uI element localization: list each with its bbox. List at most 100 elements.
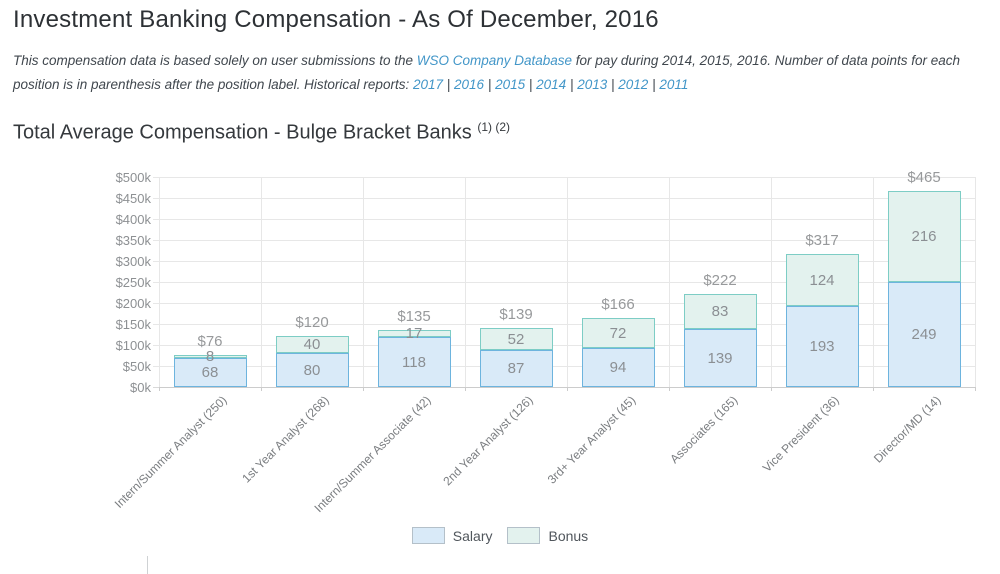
salary-value-label: 118 bbox=[402, 353, 426, 371]
legend-item-salary[interactable]: Salary bbox=[411, 527, 492, 544]
salary-bar-segment[interactable]: 118 bbox=[377, 337, 451, 387]
y-axis-tick-label: $50k bbox=[122, 359, 151, 374]
x-tick-mark bbox=[261, 387, 262, 391]
x-tick-mark bbox=[873, 387, 874, 391]
year-separator: | bbox=[648, 77, 660, 92]
report-year-link-2015[interactable]: 2015 bbox=[495, 77, 526, 92]
wso-company-database-link[interactable]: WSO Company Database bbox=[416, 53, 573, 68]
chart-plot-area: $500k $450k $400k $350k $300k $250k $200k $150k… bbox=[116, 169, 976, 395]
intro-before-link: This compensation data is based solely o… bbox=[13, 53, 417, 68]
intro-text: This compensation data is based solely o… bbox=[13, 49, 975, 97]
bonus-bar-segment[interactable]: 72 bbox=[581, 318, 655, 348]
x-gridline bbox=[975, 177, 976, 387]
salary-bar-segment[interactable]: 139 bbox=[683, 329, 757, 387]
total-compensation-label: $139 bbox=[499, 306, 533, 323]
report-year-link-2011[interactable]: 2011 bbox=[659, 77, 689, 92]
page-title: Investment Banking Compensation - As Of … bbox=[13, 6, 659, 33]
salary-bar-segment[interactable]: 68 bbox=[173, 358, 247, 387]
total-compensation-label: $166 bbox=[601, 296, 635, 313]
bonus-bar-segment[interactable]: 216 bbox=[887, 191, 961, 282]
salary-bar-segment[interactable]: 94 bbox=[581, 348, 655, 387]
total-compensation-label: $120 bbox=[295, 314, 329, 331]
salary-value-label: 80 bbox=[303, 361, 321, 379]
total-compensation-label: $135 bbox=[397, 308, 431, 325]
salary-bar-segment[interactable]: 80 bbox=[275, 353, 349, 387]
report-year-link-2016[interactable]: 2016 bbox=[454, 77, 485, 92]
bonus-bar-segment[interactable]: 124 bbox=[785, 254, 859, 306]
y-axis-tick-label: $200k bbox=[115, 296, 151, 311]
y-axis-tick-label: $400k bbox=[115, 212, 151, 227]
bonus-value-label: 40 bbox=[303, 336, 321, 353]
salary-bar-segment[interactable]: 249 bbox=[887, 282, 961, 387]
x-gridline bbox=[771, 177, 772, 387]
y-axis-tick-label: $0k bbox=[130, 380, 151, 395]
salary-value-label: 87 bbox=[507, 360, 525, 377]
chart-section-title-text: Total Average Compensation - Bulge Brack… bbox=[13, 121, 472, 144]
x-gridline bbox=[363, 177, 364, 387]
legend-label-bonus: Bonus bbox=[548, 527, 589, 544]
y-gridline bbox=[153, 345, 975, 346]
y-gridline bbox=[153, 303, 975, 304]
salary-value-label: 193 bbox=[809, 338, 835, 355]
bonus-bar-segment[interactable]: 52 bbox=[479, 328, 553, 350]
x-tick-mark bbox=[159, 387, 160, 391]
y-axis-tick-label: $100k bbox=[115, 338, 151, 353]
x-axis-category-label: Associates (165) bbox=[666, 393, 740, 467]
bonus-bar-segment[interactable]: 40 bbox=[275, 336, 349, 353]
bonus-value-label: 83 bbox=[711, 303, 729, 320]
total-compensation-label: $465 bbox=[907, 169, 941, 186]
salary-bar-segment[interactable]: 87 bbox=[479, 350, 553, 387]
y-gridline bbox=[153, 324, 975, 325]
legend-item-bonus[interactable]: Bonus bbox=[507, 527, 588, 544]
report-year-link-2017[interactable]: 2017 bbox=[412, 77, 443, 92]
chart-section-title: Total Average Compensation - Bulge Brack… bbox=[13, 120, 510, 145]
x-tick-mark bbox=[465, 387, 466, 391]
intro-after-link: for pay during 2014, 2015, 2016. Number … bbox=[13, 53, 961, 92]
chart-section-title-footnotes: (1) (2) bbox=[477, 120, 511, 134]
historical-report-links: 2017 | 2016 | 2015 | 2014 | 2013 | 2012 … bbox=[413, 77, 688, 92]
salary-value-label: 249 bbox=[911, 326, 937, 343]
y-gridline bbox=[153, 198, 975, 199]
x-tick-mark bbox=[567, 387, 568, 391]
bonus-swatch bbox=[507, 527, 541, 544]
y-gridline bbox=[153, 177, 975, 178]
report-year-link-2012[interactable]: 2012 bbox=[618, 77, 649, 92]
x-tick-mark bbox=[975, 387, 976, 391]
x-axis-category-label: 1st Year Analyst (268) bbox=[239, 393, 332, 486]
y-gridline bbox=[153, 282, 975, 283]
bonus-bar-segment[interactable]: 8 bbox=[173, 349, 247, 364]
y-gridline bbox=[153, 261, 975, 262]
y-axis-tick-label: $450k bbox=[115, 191, 151, 206]
y-axis-tick-label: $150k bbox=[115, 317, 151, 332]
year-separator: | bbox=[443, 77, 455, 92]
next-chart-axis-stub bbox=[147, 556, 148, 574]
y-axis-tick-label: $350k bbox=[115, 233, 151, 248]
chart-legend: Salary Bonus bbox=[0, 527, 1000, 544]
y-gridline bbox=[153, 240, 975, 241]
report-year-link-2014[interactable]: 2014 bbox=[536, 77, 567, 92]
year-separator: | bbox=[566, 77, 578, 92]
year-separator: | bbox=[525, 77, 537, 92]
x-axis-category-label: 2nd Year Analyst (126) bbox=[440, 393, 536, 489]
x-gridline bbox=[261, 177, 262, 387]
x-tick-mark bbox=[669, 387, 670, 391]
bonus-bar-segment[interactable]: 83 bbox=[683, 294, 757, 329]
x-axis-category-label: Intern/Summer Analyst (250) bbox=[112, 393, 230, 511]
total-compensation-label: $76 bbox=[197, 333, 223, 350]
y-axis-tick-label: $300k bbox=[115, 254, 151, 269]
x-tick-mark bbox=[771, 387, 772, 391]
bonus-value-label: 52 bbox=[507, 330, 525, 348]
report-year-link-2013[interactable]: 2013 bbox=[577, 77, 608, 92]
x-axis-line bbox=[159, 387, 975, 388]
salary-bar-segment[interactable]: 193 bbox=[785, 306, 859, 387]
total-compensation-label: $222 bbox=[703, 272, 737, 289]
y-gridline bbox=[153, 219, 975, 220]
salary-swatch bbox=[411, 527, 445, 544]
x-gridline bbox=[669, 177, 670, 387]
x-axis-category-label: Director/MD (14) bbox=[871, 393, 944, 466]
bonus-bar-segment[interactable]: 17 bbox=[377, 326, 451, 341]
y-gridline bbox=[153, 366, 975, 367]
bonus-value-label: 124 bbox=[809, 271, 835, 289]
x-gridline bbox=[159, 177, 160, 387]
